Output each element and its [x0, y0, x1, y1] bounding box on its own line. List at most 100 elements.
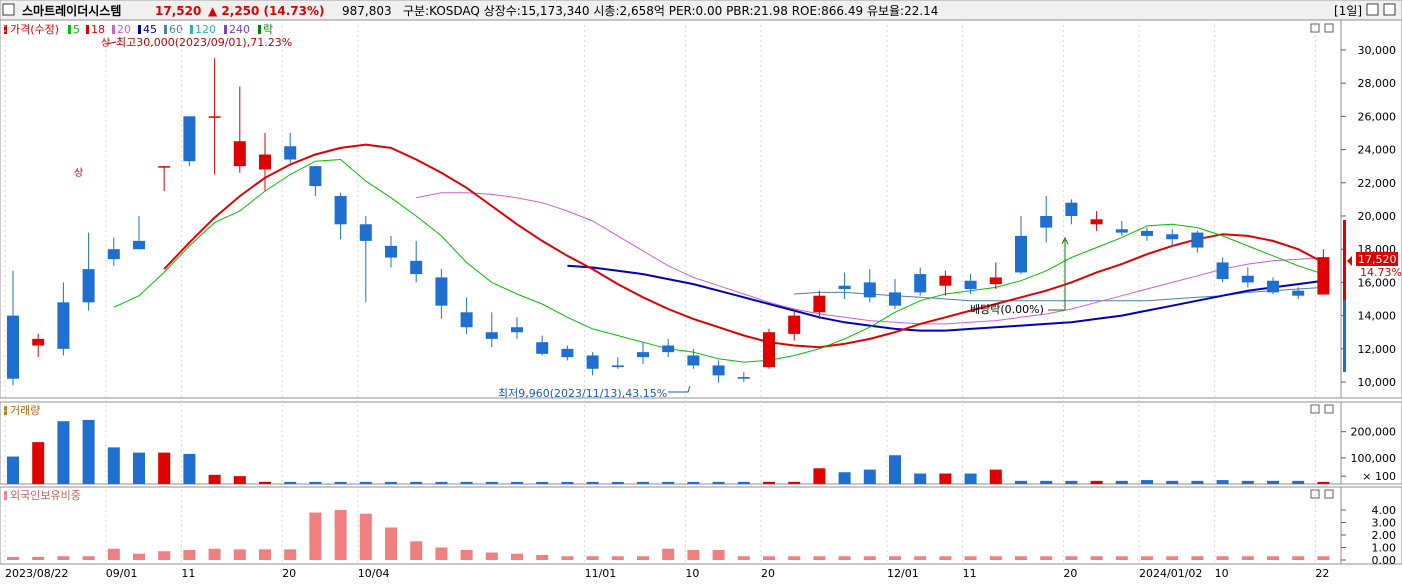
foreign-bar-35 [889, 556, 901, 560]
volume-bar-29 [737, 481, 750, 484]
candle-body-10 [259, 154, 271, 170]
volume-bars [7, 419, 1330, 484]
volume-bar-12 [309, 481, 322, 484]
volume-bar-23 [586, 481, 599, 484]
window-icon[interactable] [2, 3, 15, 16]
date-label-13: 22 [1315, 567, 1329, 580]
candle-body-50 [1267, 280, 1279, 293]
volume-bar-10 [259, 481, 271, 484]
volume-bar-0 [7, 456, 19, 484]
candle-body-49 [1241, 275, 1254, 283]
volume-bar-37 [939, 473, 952, 484]
volume-bar-43 [1090, 480, 1103, 484]
volume-bar-4 [107, 447, 120, 484]
candle-body-26 [662, 345, 675, 353]
high-arrow [105, 41, 117, 45]
limit-up-marker-1: 상 [74, 167, 83, 179]
ma-legend-swatch-6 [224, 25, 227, 34]
date-label-5: 11/01 [585, 567, 617, 580]
candle-body-14 [359, 224, 372, 241]
limit-up-marker-2: 상 [101, 37, 110, 49]
candle-body-8 [208, 116, 221, 118]
price-tick-label-2: 14,000 [1358, 310, 1397, 323]
candle-body-43 [1090, 219, 1103, 225]
candle-body-7 [183, 116, 196, 162]
foreign-tick-label-3: 1.00 [1372, 542, 1397, 555]
foreign-bar-40 [1015, 556, 1027, 560]
foreign-bar-10 [259, 549, 271, 560]
period-button[interactable]: [1일] [1334, 4, 1362, 18]
volume-bar-24 [611, 481, 624, 484]
candle-body-47 [1191, 232, 1204, 248]
foreign-bar-4 [107, 548, 120, 560]
foreign-bar-3 [82, 556, 95, 560]
ma-legend-label-4: 60 [169, 23, 183, 36]
date-label-0: 2023/08/22 [5, 567, 68, 580]
low-annotation: 최저9,960(2023/11/13),43.15% [498, 387, 667, 400]
volume-bar-15 [385, 481, 397, 484]
minimize-icon[interactable] [1366, 3, 1379, 16]
foreign-tick-label-4: 0.00 [1372, 554, 1397, 567]
ma20-line [416, 192, 1324, 325]
candle-body-22 [561, 348, 574, 358]
candle-body-3 [82, 269, 95, 303]
foreign-tick-label-0: 4.00 [1372, 504, 1397, 517]
date-label-7: 20 [761, 567, 775, 580]
volume-bar-17 [435, 481, 448, 484]
foreign-bar-46 [1166, 556, 1179, 560]
volume-tick-label-2: × 100 [1362, 470, 1396, 483]
volume-panel [0, 401, 1342, 485]
candle-body-45 [1141, 230, 1153, 236]
panel-close-icon[interactable] [1324, 23, 1334, 33]
foreign-ratio-bars [7, 510, 1330, 560]
volume-bar-27 [687, 481, 700, 484]
axis-labels: 10,00012,00014,00016,00018,00020,00022,0… [1351, 44, 1397, 567]
volume-bar-39 [989, 469, 1002, 484]
foreign-bar-38 [964, 556, 977, 560]
ma-legend-swatch-2 [112, 25, 115, 34]
foreign-bar-43 [1090, 556, 1103, 560]
foreign-bar-8 [208, 548, 221, 560]
date-label-8: 12/01 [887, 567, 919, 580]
price-tick-label-10: 30,000 [1358, 44, 1397, 57]
volume-tick-label-1: 100,000 [1351, 452, 1397, 465]
candle-body-19 [485, 332, 498, 339]
volume-close-icon[interactable] [1324, 404, 1334, 414]
volume-bar-32 [813, 468, 826, 484]
price-tick-label-7: 24,000 [1358, 144, 1397, 157]
ma-legend-label-1: 18 [91, 23, 105, 36]
volume-bar-31 [788, 481, 801, 484]
foreign-bar-9 [233, 549, 246, 560]
price-tick-label-6: 22,000 [1358, 177, 1397, 190]
candle-body-46 [1166, 234, 1179, 240]
foreign-bar-15 [385, 527, 397, 560]
foreign-bar-11 [284, 549, 297, 560]
foreign-axis-panel [1340, 486, 1402, 565]
volume-bar-30 [763, 481, 775, 484]
candle-body-41 [1040, 215, 1053, 228]
foreign-close-icon[interactable] [1324, 489, 1334, 499]
volume-tick-label-0: 200,000 [1351, 426, 1397, 439]
foreign-legend-label: 외국인보유비중 [10, 489, 81, 502]
foreign-bar-44 [1115, 556, 1128, 560]
foreign-bar-0 [7, 556, 19, 560]
dividend-arrow-icon [1061, 236, 1069, 245]
volume-bar-8 [208, 474, 221, 484]
candle-body-21 [536, 342, 549, 354]
price-range-bar [1343, 220, 1346, 372]
close-icon[interactable] [1383, 3, 1396, 16]
candle-body-31 [788, 315, 801, 334]
volume-bar-22 [561, 481, 574, 484]
volume-bar-25 [637, 481, 649, 484]
candle-body-23 [586, 355, 599, 369]
last-price-marker-icon [1347, 256, 1352, 266]
foreign-bar-2 [57, 556, 70, 560]
volume-bar-42 [1065, 480, 1078, 484]
ma-legend-swatch-5 [190, 25, 193, 34]
candle-body-16 [410, 260, 423, 275]
price-panel [0, 19, 1342, 399]
candle-body-13 [334, 196, 347, 225]
ma-legend-label-6: 240 [229, 23, 250, 36]
ma-legend-label-7: 락 [263, 23, 273, 36]
